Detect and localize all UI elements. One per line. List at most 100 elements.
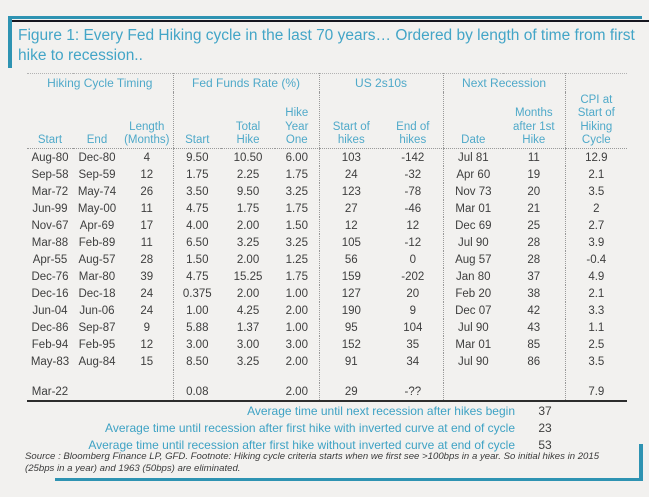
table-cell: 4 [143,151,150,164]
table-row: Jun-99 May-00 11 4.75 1.75 1.75 27 -46 Mar 01 21 2 [27,200,628,217]
table-cell: 159 [318,268,384,285]
summary-row: Average time until next recession after … [25,402,625,419]
table-cell: Aug-84 [78,355,116,368]
table-cell: 12.9 [564,148,628,166]
table-cell: -46 [404,202,422,215]
figure-bottom-accent-line [55,478,643,481]
table-cell: 2.1 [564,166,628,183]
table-cell: 15 [140,355,154,368]
table-cell: 3.25 [236,355,260,368]
table-cell: 104 [403,321,423,334]
table-row: Dec-16 Dec-18 24 0.375 2.00 1.00 127 20 Feb 20 38… [27,285,628,302]
table-cell: 85 [527,338,541,351]
table-cell: 1.00 [285,287,308,300]
table-cell: 42 [527,304,541,317]
table-cell: 34 [406,355,420,368]
table-cell: Aug 57 [442,251,504,268]
table-cell: 2.1 [564,285,628,302]
table-cell: 3.50 [172,183,222,200]
table-cell: 1.37 [236,321,260,334]
column-header: Start [27,92,73,149]
table-cell: 12 [140,338,154,351]
table-cell [73,383,121,402]
table-cell: 2.00 [236,219,260,232]
table-body: Aug-80 Dec-80 4 9.50 10.50 6.00 103 -142 Jul 81 1… [27,148,628,402]
table-cell: 4.25 [236,304,260,317]
table-cell: 6.50 [172,234,222,251]
figure-top-accent-line [8,16,642,19]
figure-title: Figure 1: Every Fed Hiking cycle in the … [18,27,635,64]
table-cell: Dec-80 [78,151,116,164]
table-cell: 19 [527,168,541,181]
table-cell: 35 [406,338,420,351]
table-cell: Feb-94 [31,338,69,351]
column-group-header [564,73,628,92]
table-cell: 17 [140,219,154,232]
table-cell: 24 [140,287,154,300]
table-cell: Nov 73 [442,183,504,200]
table-cell: 12 [140,168,154,181]
table-cell: 11 [527,151,540,164]
summary-label: Average time until next recession after … [247,403,515,418]
table-cell: Mar-22 [27,383,73,402]
column-header: Start [172,92,222,149]
table-cell [383,370,443,383]
table-cell [442,383,504,402]
table-cell: 3.25 [285,185,308,198]
summary-value: 37 [538,403,552,418]
table-cell: Jun-04 [32,304,68,317]
table-row: Apr-55 Aug-57 28 1.50 2.00 1.25 56 0 Aug 57 28 -0.… [27,251,628,268]
table-cell [221,383,276,402]
table-cell: Nov-67 [31,219,69,232]
table-cell: 2 [564,200,628,217]
table-cell: 4.00 [172,217,222,234]
table-cell: May-00 [77,202,117,215]
table-cell: 1.00 [285,321,308,334]
table-cell: 25 [527,219,541,232]
table-cell: 95 [318,319,384,336]
table-row: Dec-86 Sep-87 9 5.88 1.37 1.00 95 104 Jul 90 43 1.… [27,319,628,336]
table-cell: Feb 20 [442,285,504,302]
table-cell: 37 [527,270,541,283]
table-cell [275,370,319,383]
table-cell: -142 [401,151,425,164]
table-row: Aug-80 Dec-80 4 9.50 10.50 6.00 103 -142 Jul 81 1… [27,148,628,166]
table-cell: Apr-55 [32,253,68,266]
table-cell [121,383,174,402]
table-cell: 8.50 [172,353,222,370]
table-cell [27,370,73,383]
table-cell: 2.7 [564,217,628,234]
table-cell: 39 [140,270,154,283]
table-cell: 3.5 [564,353,628,370]
table-cell: -?? [383,383,444,402]
table-cell: 2.00 [236,253,260,266]
title-accent-bar [8,16,12,68]
table-cell [172,370,222,383]
table-cell: 12 [318,217,384,234]
table-row: Dec-76 Mar-80 39 4.75 15.25 1.75 159 -202 Jan 80… [27,268,628,285]
table-cell: Sep-59 [78,168,116,181]
column-group-header: US 2s10s [318,73,444,92]
table-cell: Jul 90 [442,319,504,336]
table-cell: 4.75 [172,268,222,285]
table-cell: 0.08 [172,383,222,402]
table-cell: 28 [527,236,541,249]
table-cell: Feb-89 [78,236,116,249]
table-cell: Mar-72 [31,185,69,198]
summary-value: 23 [538,420,552,435]
column-group-header: Next Recession [442,73,566,92]
table-cell: 3.25 [236,236,260,249]
column-header: Hike Year One [275,92,320,149]
table-cell: Feb-95 [78,338,116,351]
table-cell: 12 [406,219,420,232]
table-cell: 3.5 [564,183,628,200]
table-row: Mar-88 Feb-89 11 6.50 3.25 3.25 105 -12 Jul 90 28… [27,234,628,251]
table-cell: Dec-86 [31,321,69,334]
table-cell: 10.50 [233,151,263,164]
table-cell: 21 [527,202,541,215]
table-cell: 105 [318,234,384,251]
summary-row: Average time until recession after first… [25,419,625,436]
table-cell: 15.25 [233,270,263,283]
table-cell: 1.25 [285,253,308,266]
table-cell: 2.25 [236,168,260,181]
